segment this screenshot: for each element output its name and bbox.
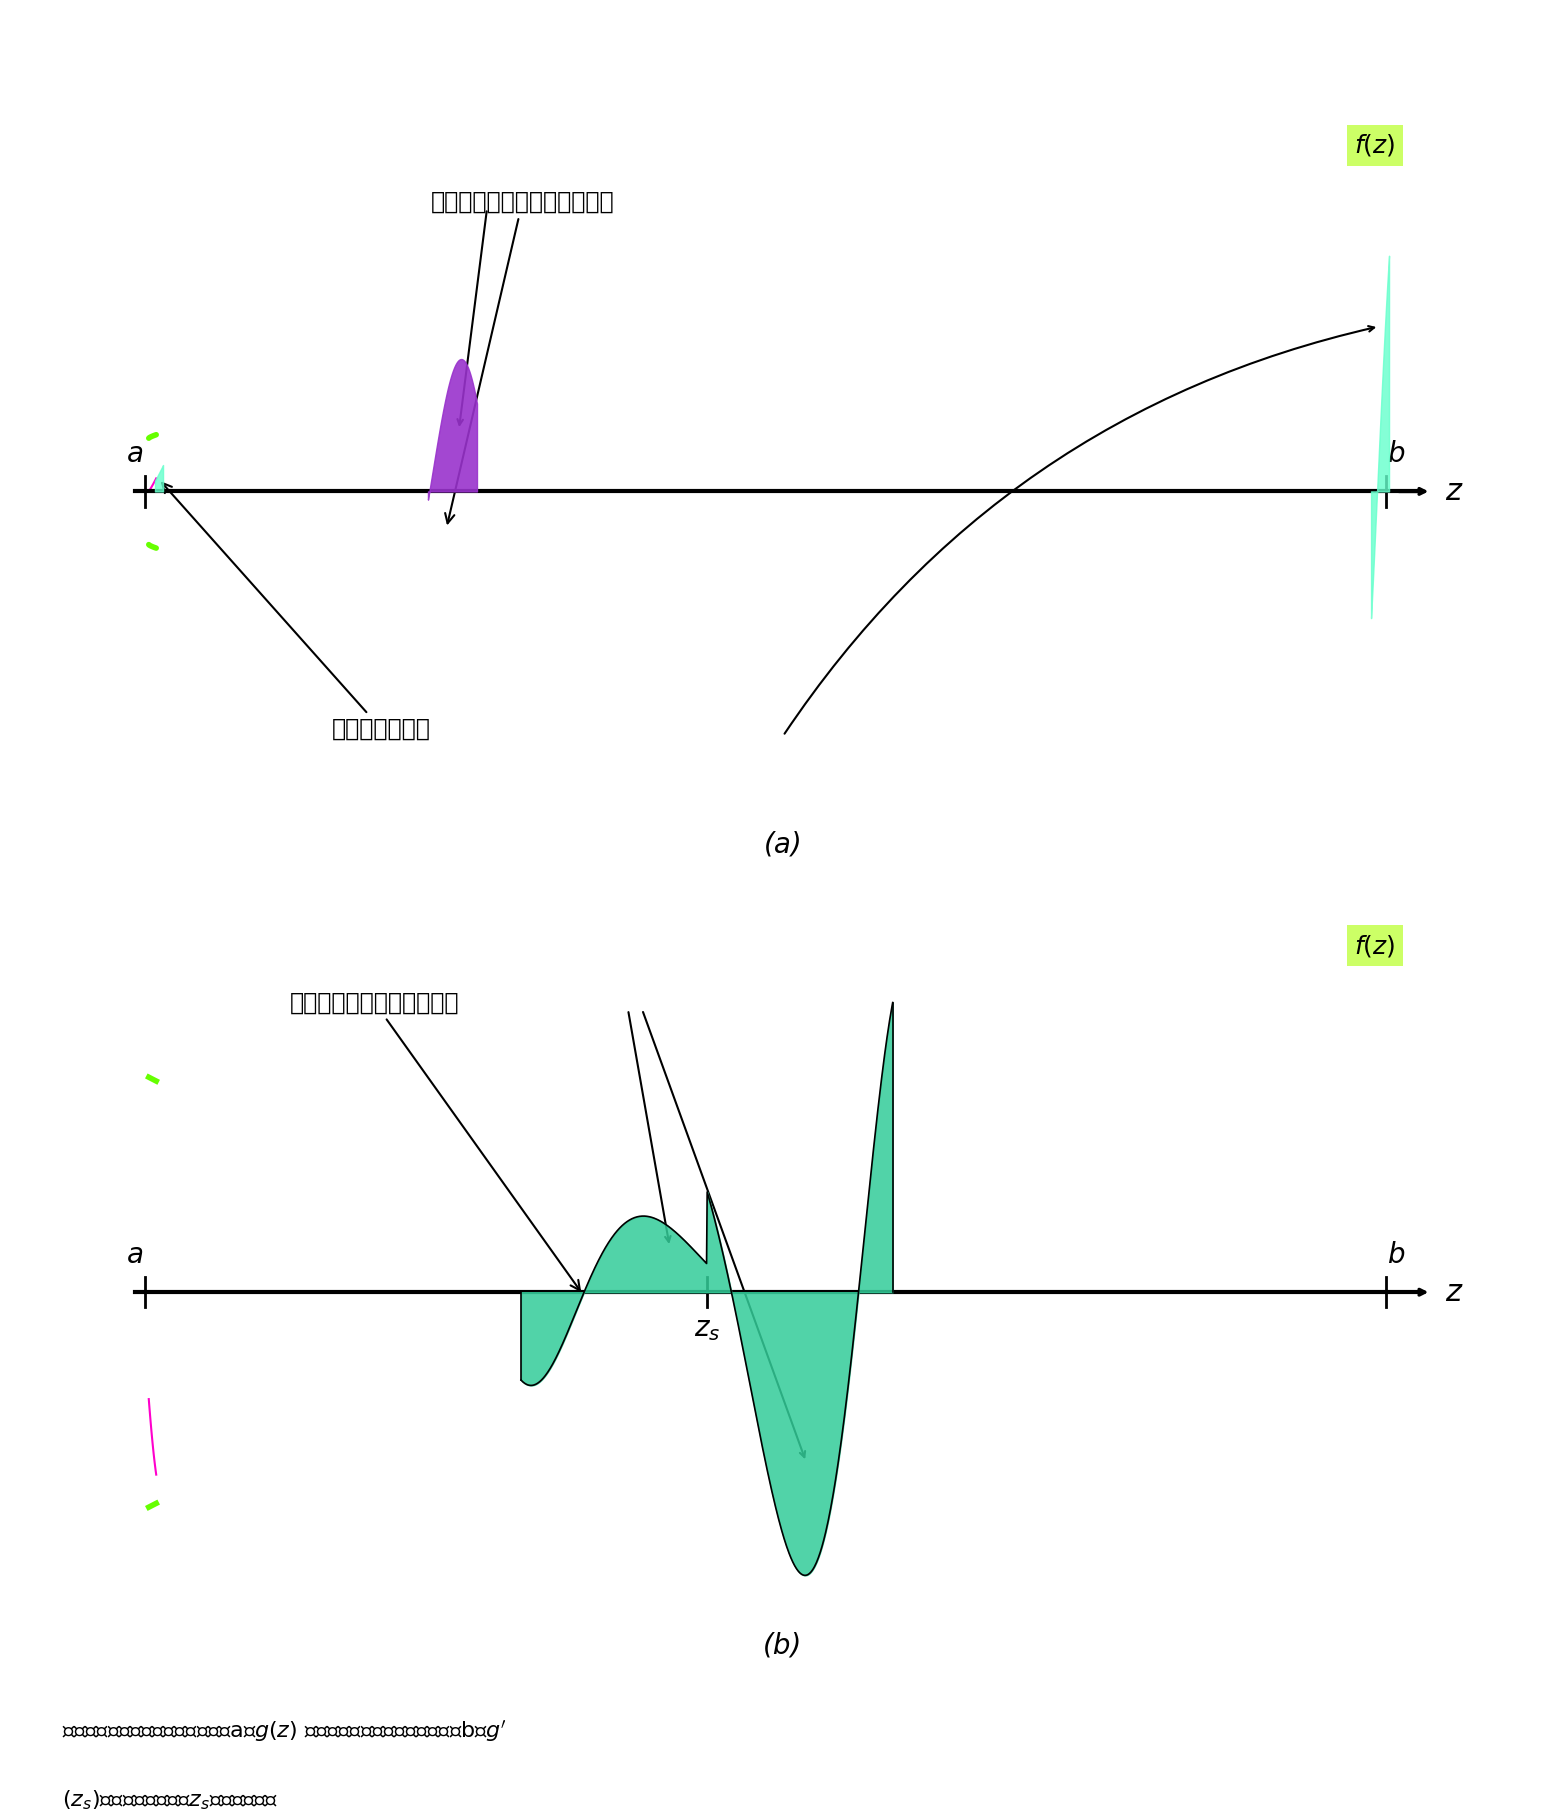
Text: $f(z)$: $f(z)$ — [1355, 133, 1395, 158]
Text: $a$: $a$ — [127, 1241, 143, 1269]
Text: $(z_s)$＝０となる停留点$z_s$を含むとき．: $(z_s)$＝０となる停留点$z_s$を含むとき． — [63, 1787, 279, 1811]
Text: $b$: $b$ — [1387, 1241, 1405, 1269]
Text: $z$: $z$ — [1445, 477, 1464, 506]
Text: 端点からの寄与: 端点からの寄与 — [163, 482, 431, 741]
Text: $b$: $b$ — [1387, 440, 1405, 468]
Text: (b): (b) — [763, 1631, 803, 1660]
Text: $z_s$: $z_s$ — [694, 1316, 720, 1343]
Text: 図１　振動積分の漸近評価　　（a）$g(z)$ の変化がほぼ一定なとき．　（b）$g'$: 図１ 振動積分の漸近評価 （a）$g(z)$ の変化がほぼ一定なとき． （b）$… — [63, 1718, 506, 1744]
Text: $z$: $z$ — [1445, 1278, 1464, 1307]
Text: $a$: $a$ — [127, 440, 143, 468]
Text: $f(z)$: $f(z)$ — [1355, 934, 1395, 959]
Text: 相殺しないで寄与する部分: 相殺しないで寄与する部分 — [290, 990, 579, 1290]
Text: 相殺して寄与とならない部分: 相殺して寄与とならない部分 — [431, 189, 614, 524]
Text: (a): (a) — [764, 830, 802, 859]
